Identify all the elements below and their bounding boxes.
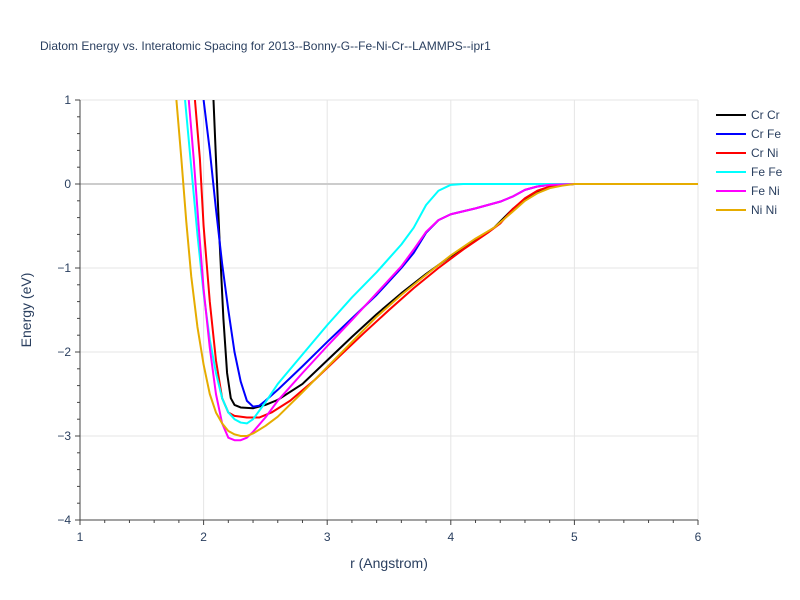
y-tick-label: −3 [57, 429, 71, 443]
y-axis-title: Energy (eV) [18, 273, 34, 348]
x-axis-title: r (Angstrom) [350, 555, 428, 571]
y-tick-label: −2 [57, 345, 71, 359]
legend-label: Ni Ni [751, 203, 777, 217]
x-tick-label: 1 [77, 530, 84, 544]
x-axis-ticks: 1 2 3 4 5 6 [77, 520, 702, 544]
legend-label: Fe Ni [751, 184, 780, 198]
legend-label: Cr Fe [751, 127, 781, 141]
legend-label: Fe Fe [751, 165, 783, 179]
y-axis-ticks: −4 −3 −2 −1 0 1 [57, 93, 80, 527]
x-tick-label: 3 [324, 530, 331, 544]
chart-title: Diatom Energy vs. Interatomic Spacing fo… [40, 39, 491, 53]
legend-item[interactable]: Fe Ni [716, 184, 780, 198]
legend-item[interactable]: Fe Fe [716, 165, 783, 179]
axes [79, 100, 698, 521]
y-tick-label: −1 [57, 261, 71, 275]
legend-label: Cr Ni [751, 146, 778, 160]
legend-item[interactable]: Cr Ni [716, 146, 778, 160]
legend-item[interactable]: Cr Fe [716, 127, 781, 141]
y-tick-label: −4 [57, 513, 71, 527]
y-tick-label: 1 [64, 93, 71, 107]
series-line [193, 100, 698, 419]
x-tick-label: 5 [571, 530, 578, 544]
x-tick-label: 4 [447, 530, 454, 544]
x-tick-label: 2 [200, 530, 207, 544]
series-line [187, 100, 698, 442]
series-line [175, 100, 698, 437]
y-tick-label: 0 [64, 177, 71, 191]
legend-label: Cr Cr [751, 108, 780, 122]
legend: Cr Cr Cr Fe Cr Ni Fe Fe Fe Ni Ni Ni [716, 108, 783, 217]
legend-item[interactable]: Ni Ni [716, 203, 777, 217]
x-tick-label: 6 [695, 530, 702, 544]
series-lines [175, 100, 698, 442]
legend-item[interactable]: Cr Cr [716, 108, 780, 122]
